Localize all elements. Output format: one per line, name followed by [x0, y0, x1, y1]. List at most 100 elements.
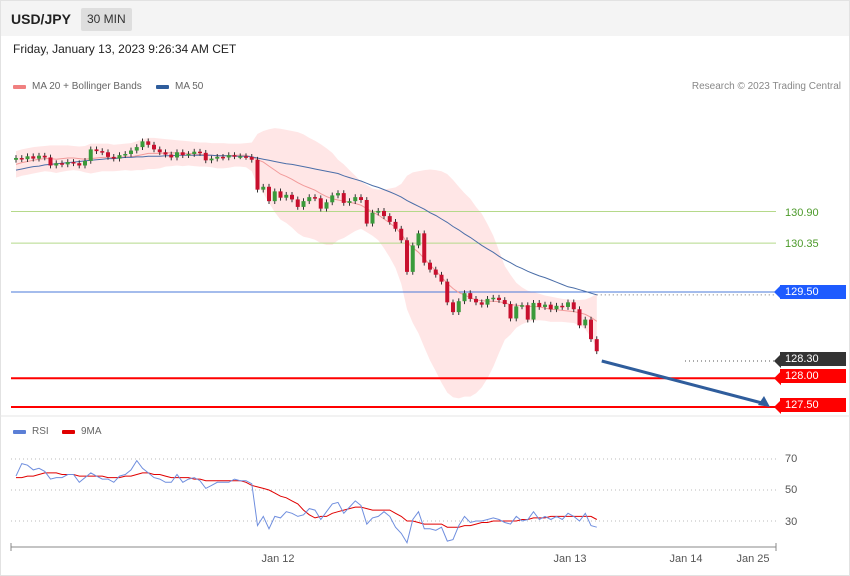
candle-body	[290, 194, 294, 200]
candle-body	[336, 193, 340, 196]
legend-rsi-ma: 9MA	[62, 426, 102, 437]
candle-body	[439, 274, 444, 282]
candle-body	[318, 198, 323, 209]
candle-body	[560, 305, 565, 308]
candle-body	[497, 297, 501, 301]
candle-body	[594, 339, 599, 352]
candle-body	[566, 302, 570, 307]
legend-ma50-swatch	[156, 84, 169, 89]
candle-body	[589, 319, 593, 340]
candle-body	[203, 152, 208, 161]
credit-text: Research © 2023 Trading Central	[691, 81, 841, 92]
candle-body	[215, 156, 220, 159]
candle-body	[192, 151, 197, 154]
candle-body	[393, 221, 398, 229]
candle-body	[451, 302, 455, 313]
legend-rsi: RSI	[13, 426, 49, 437]
candle-body	[186, 154, 191, 156]
level-label-127-50: 127.50	[780, 398, 846, 412]
candle-body	[405, 240, 409, 272]
candle-body	[140, 141, 145, 148]
candle-body	[376, 210, 381, 213]
candle-body	[583, 319, 588, 326]
candle-body	[232, 155, 237, 157]
candle-body	[514, 306, 519, 319]
rsi-level-30: 30	[785, 516, 798, 528]
candle-body	[77, 163, 82, 166]
candle-body	[474, 298, 478, 303]
level-label-128-30: 128.30	[780, 352, 846, 366]
candle-body	[445, 281, 450, 303]
candle-body	[571, 302, 576, 310]
legend-ma50: MA 50	[156, 81, 203, 92]
candle-body	[60, 163, 64, 165]
level-pointer-2	[774, 371, 781, 386]
candle-body	[548, 304, 553, 310]
candle-body	[169, 154, 174, 158]
candle-body	[301, 201, 306, 207]
forecast-arrow-shaft	[601, 359, 763, 405]
forecast-arrow-head	[758, 396, 770, 407]
candle-body	[244, 156, 248, 158]
candle-body	[100, 151, 105, 153]
rsi-ma-line	[16, 472, 598, 528]
candle-body	[307, 197, 312, 202]
candle-body	[508, 304, 513, 319]
candle-body	[134, 147, 139, 151]
candle-body	[175, 152, 179, 158]
rsi-level-50: 50	[785, 484, 798, 496]
candle-body	[54, 163, 59, 166]
candle-body	[255, 159, 260, 190]
candle-body	[433, 269, 438, 275]
bollinger-band	[16, 128, 597, 399]
candle-body	[106, 152, 110, 157]
candle-body	[399, 228, 404, 241]
candle-body	[94, 149, 99, 152]
x-label-jan-25: Jan 25	[736, 553, 770, 565]
candle-body	[209, 158, 214, 161]
candle-body	[238, 156, 243, 158]
candle-body	[416, 233, 421, 246]
legend-ma20-label: MA 20 + Bollinger Bands	[32, 81, 142, 92]
candle-body	[364, 200, 369, 224]
symbol-title: USD/JPY	[11, 11, 71, 27]
x-label-jan-12: Jan 12	[261, 553, 295, 565]
candle-body	[313, 197, 317, 199]
candle-body	[129, 150, 133, 154]
legend-ma20: MA 20 + Bollinger Bands	[13, 81, 142, 92]
candle-body	[543, 304, 547, 307]
rsi-line	[15, 459, 597, 544]
candle-body	[226, 155, 231, 158]
legend-ma50-label: MA 50	[175, 81, 204, 92]
candle-body	[83, 160, 87, 166]
candle-body	[525, 305, 530, 320]
candle-body	[537, 302, 542, 307]
candle-body	[152, 144, 156, 150]
candle-body	[198, 151, 202, 154]
candle-body	[387, 216, 392, 222]
candle-body	[295, 199, 300, 207]
candle-body	[428, 262, 432, 270]
candle-body	[468, 293, 473, 299]
legend-rsi-ma-label: 9MA	[81, 426, 102, 437]
candle-body	[249, 156, 254, 160]
candle-body	[370, 212, 375, 224]
candle-body	[462, 293, 467, 302]
candle-body	[278, 191, 283, 198]
level-pointer-0	[774, 285, 781, 299]
candle-body	[88, 149, 93, 161]
rsi-panel	[0, 415, 850, 551]
price-panel	[11, 128, 781, 414]
candle-body	[554, 305, 559, 310]
candle-body	[157, 149, 162, 153]
candle-body	[163, 152, 168, 155]
candle-body	[180, 152, 185, 156]
candle-body	[491, 297, 496, 300]
candle-body	[359, 197, 363, 200]
candle-body	[221, 156, 225, 159]
candle-body	[37, 155, 41, 159]
timeframe-button[interactable]: 30 MIN	[81, 8, 132, 31]
candle-body	[347, 201, 352, 203]
level-label-130-35: 130.35	[785, 238, 819, 250]
